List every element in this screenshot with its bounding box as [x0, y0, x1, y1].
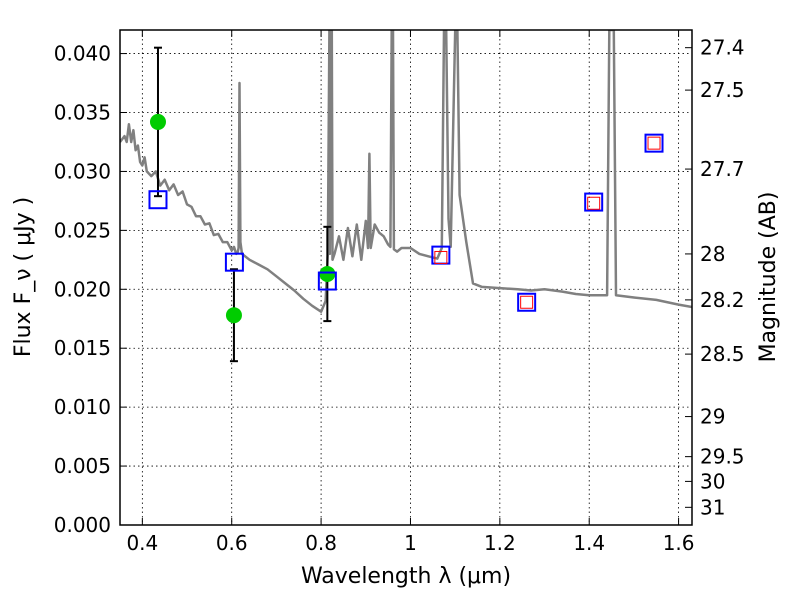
y-tick-label: 0.020 — [54, 277, 111, 301]
mag-tick-label: 31 — [700, 495, 725, 519]
y-tick-label: 0.040 — [54, 42, 111, 66]
y2-axis-title: Magnitude (AB) — [756, 192, 781, 363]
x-tick-label: 1 — [404, 531, 417, 555]
model-square — [584, 192, 604, 212]
mag-tick-label: 29.5 — [700, 445, 745, 469]
x-tick-label: 1.2 — [484, 531, 516, 555]
model-square — [517, 292, 537, 312]
observed-point — [225, 307, 242, 324]
y-tick-label: 0.000 — [54, 513, 111, 537]
model-square — [148, 190, 168, 210]
model-square — [317, 271, 337, 291]
mag-tick-label: 27.4 — [700, 36, 745, 60]
limit-square — [587, 196, 601, 210]
y-tick-label: 0.015 — [54, 336, 111, 360]
mag-tick-label: 30 — [700, 469, 725, 493]
x-tick-label: 0.4 — [126, 531, 158, 555]
observed-point — [319, 265, 336, 282]
limit-square — [520, 295, 534, 309]
y-tick-label: 0.025 — [54, 218, 111, 242]
model-square — [224, 252, 244, 272]
x-tick-label: 0.6 — [216, 531, 248, 555]
mag-tick-label: 29 — [700, 405, 725, 429]
x-axis-title: Wavelength λ (μm) — [301, 564, 511, 589]
mag-tick-label: 27.5 — [700, 78, 745, 102]
x-tick-label: 1.6 — [663, 531, 695, 555]
y-tick-label: 0.005 — [54, 454, 111, 478]
y-axis-title: Flux F_ν ( μJy ) — [11, 197, 36, 357]
y-tick-label: 0.010 — [54, 395, 111, 419]
axes: 0.4 0.6 0.8 1 1.2 1.4 1.6 0.000 0.005 0.010 0.015 0… — [54, 30, 745, 555]
x-tick-label: 1.4 — [573, 531, 605, 555]
mag-tick-label: 28 — [700, 242, 725, 266]
observed-point — [149, 113, 166, 130]
mag-tick-label: 28.2 — [700, 288, 745, 312]
y-tick-label: 0.035 — [54, 101, 111, 125]
grid — [120, 30, 692, 525]
mag-tick-label: 28.5 — [700, 342, 745, 366]
model-square — [644, 133, 664, 153]
limit-square — [647, 136, 661, 150]
plot-frame — [119, 29, 693, 526]
y-tick-label: 0.030 — [54, 159, 111, 183]
x-tick-label: 0.8 — [305, 531, 337, 555]
spectrum-line — [120, 30, 692, 313]
limit-square — [434, 250, 448, 264]
plot-area — [120, 30, 692, 363]
mag-tick-label: 27.7 — [700, 157, 745, 181]
